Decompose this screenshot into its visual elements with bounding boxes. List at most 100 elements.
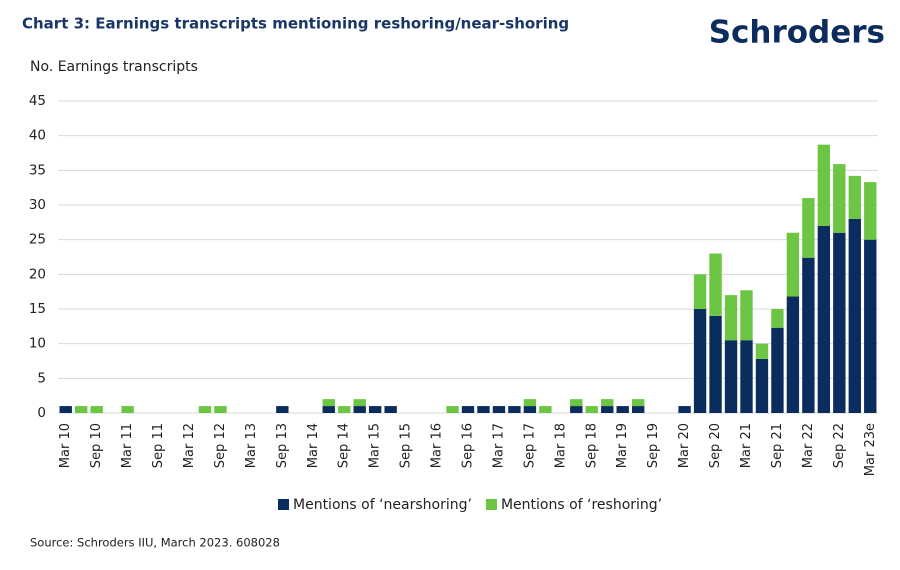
x-tick-label: Mar 18 bbox=[553, 423, 568, 468]
bar-segment bbox=[833, 164, 846, 233]
x-tick-label: Mar 22 bbox=[801, 423, 816, 468]
x-tick-label: Sep 20 bbox=[708, 423, 723, 468]
y-tick-label: 25 bbox=[29, 232, 46, 248]
bar-segment bbox=[121, 406, 134, 413]
bar-segment bbox=[771, 309, 784, 328]
bar-segment bbox=[755, 343, 769, 359]
x-tick-label: Sep 12 bbox=[213, 423, 228, 468]
x-tick-label: Sep 16 bbox=[461, 423, 476, 468]
bar-segment bbox=[864, 239, 877, 413]
bar-segment bbox=[724, 340, 738, 413]
bar-segment bbox=[384, 406, 397, 413]
bar-segment bbox=[848, 218, 861, 413]
legend-label: Mentions of ‘reshoring’ bbox=[501, 497, 662, 513]
bar-segment bbox=[601, 399, 614, 407]
bar-segment bbox=[461, 406, 475, 413]
source: Source: Schroders IIU, March 2023. 60802… bbox=[30, 536, 280, 550]
bar-segment bbox=[740, 340, 753, 413]
bar-segment bbox=[833, 232, 846, 413]
x-tick-label: Sep 10 bbox=[89, 423, 104, 468]
bar-segment bbox=[492, 406, 506, 413]
legend-label: Mentions of ‘nearshoring’ bbox=[293, 497, 472, 513]
bar-segment bbox=[817, 225, 831, 413]
x-tick-label: Sep 17 bbox=[522, 423, 537, 468]
bar-segment bbox=[322, 406, 335, 413]
bar-segment bbox=[75, 406, 88, 413]
bar-segment bbox=[802, 198, 815, 258]
y-tick-label: 0 bbox=[37, 405, 46, 421]
bar-segment bbox=[864, 182, 877, 240]
bar-segment bbox=[632, 406, 645, 413]
x-tick-label: Mar 15 bbox=[368, 423, 383, 468]
bar-segment bbox=[771, 327, 784, 413]
bar-segment bbox=[755, 358, 769, 413]
x-tick-label: Mar 21 bbox=[739, 423, 754, 468]
x-tick-label: Mar 19 bbox=[615, 423, 630, 468]
bar-segment bbox=[802, 257, 815, 413]
bar-segment bbox=[585, 406, 598, 413]
x-tick-label: Sep 22 bbox=[832, 423, 847, 468]
x-tick-label: Mar 20 bbox=[677, 423, 692, 468]
y-axis-label: No. Earnings transcripts bbox=[30, 59, 198, 75]
bar-segment bbox=[368, 406, 382, 413]
x-tick-label: Sep 18 bbox=[584, 423, 599, 468]
x-tick-label: Mar 10 bbox=[58, 423, 73, 468]
bar-segment bbox=[616, 406, 629, 413]
y-tick-label: 10 bbox=[29, 336, 46, 352]
bar-segment bbox=[570, 406, 583, 413]
bar-segment bbox=[539, 406, 552, 413]
bar-segment bbox=[523, 406, 537, 413]
x-tick-label: Mar 17 bbox=[491, 423, 506, 468]
bar-segment bbox=[198, 406, 212, 413]
bar-segment bbox=[338, 406, 351, 413]
bar-segment bbox=[59, 406, 72, 413]
bar-segment bbox=[353, 406, 366, 413]
x-tick-label: Mar 12 bbox=[182, 423, 197, 468]
bar-segment bbox=[709, 253, 722, 316]
y-tick-label: 45 bbox=[29, 93, 46, 109]
x-tick-label: Sep 11 bbox=[151, 423, 166, 468]
legend-swatch bbox=[485, 499, 497, 510]
legend-swatch bbox=[278, 499, 289, 510]
bar-segment bbox=[693, 309, 707, 413]
bar-segment bbox=[786, 296, 800, 413]
bar-segment bbox=[446, 406, 459, 413]
bar-segment bbox=[817, 144, 831, 226]
bar-segment bbox=[322, 399, 335, 407]
x-tick-label: Mar 16 bbox=[430, 423, 445, 468]
x-tick-label: Sep 15 bbox=[399, 423, 414, 468]
bar-segment bbox=[601, 406, 614, 413]
bar-segment bbox=[678, 406, 691, 413]
chart-title: Chart 3: Earnings transcripts mentioning… bbox=[22, 15, 569, 33]
bar-segment bbox=[508, 406, 521, 413]
bar-segment bbox=[848, 175, 861, 219]
bar-segment bbox=[693, 274, 707, 309]
bar-segment bbox=[276, 406, 289, 413]
x-tick-label: Sep 14 bbox=[337, 423, 352, 468]
x-tick-label: Sep 13 bbox=[275, 423, 290, 468]
y-tick-label: 20 bbox=[29, 266, 46, 282]
bar-segment bbox=[477, 406, 490, 413]
x-tick-label: Mar 11 bbox=[120, 423, 135, 468]
bar-segment bbox=[740, 290, 753, 341]
x-tick-label: Mar 23e bbox=[863, 423, 878, 476]
x-tick-label: Sep 19 bbox=[646, 423, 661, 468]
y-tick-label: 5 bbox=[37, 370, 46, 386]
bar-segment bbox=[724, 295, 738, 341]
x-tick-label: Mar 14 bbox=[306, 423, 321, 468]
y-tick-label: 15 bbox=[29, 301, 46, 317]
logo: Schroders bbox=[709, 15, 885, 51]
bar-segment bbox=[353, 399, 366, 407]
y-tick-label: 30 bbox=[29, 197, 46, 213]
bar-segment bbox=[632, 399, 645, 407]
bar-segment bbox=[570, 399, 583, 407]
y-tick-label: 40 bbox=[29, 128, 46, 144]
x-tick-label: Mar 13 bbox=[244, 423, 259, 468]
bar-segment bbox=[523, 399, 537, 407]
y-tick-label: 35 bbox=[29, 162, 46, 178]
bar-segment bbox=[709, 315, 722, 413]
bar-segment bbox=[90, 406, 103, 413]
x-tick-label: Sep 21 bbox=[770, 423, 785, 468]
bar-segment bbox=[214, 406, 227, 413]
